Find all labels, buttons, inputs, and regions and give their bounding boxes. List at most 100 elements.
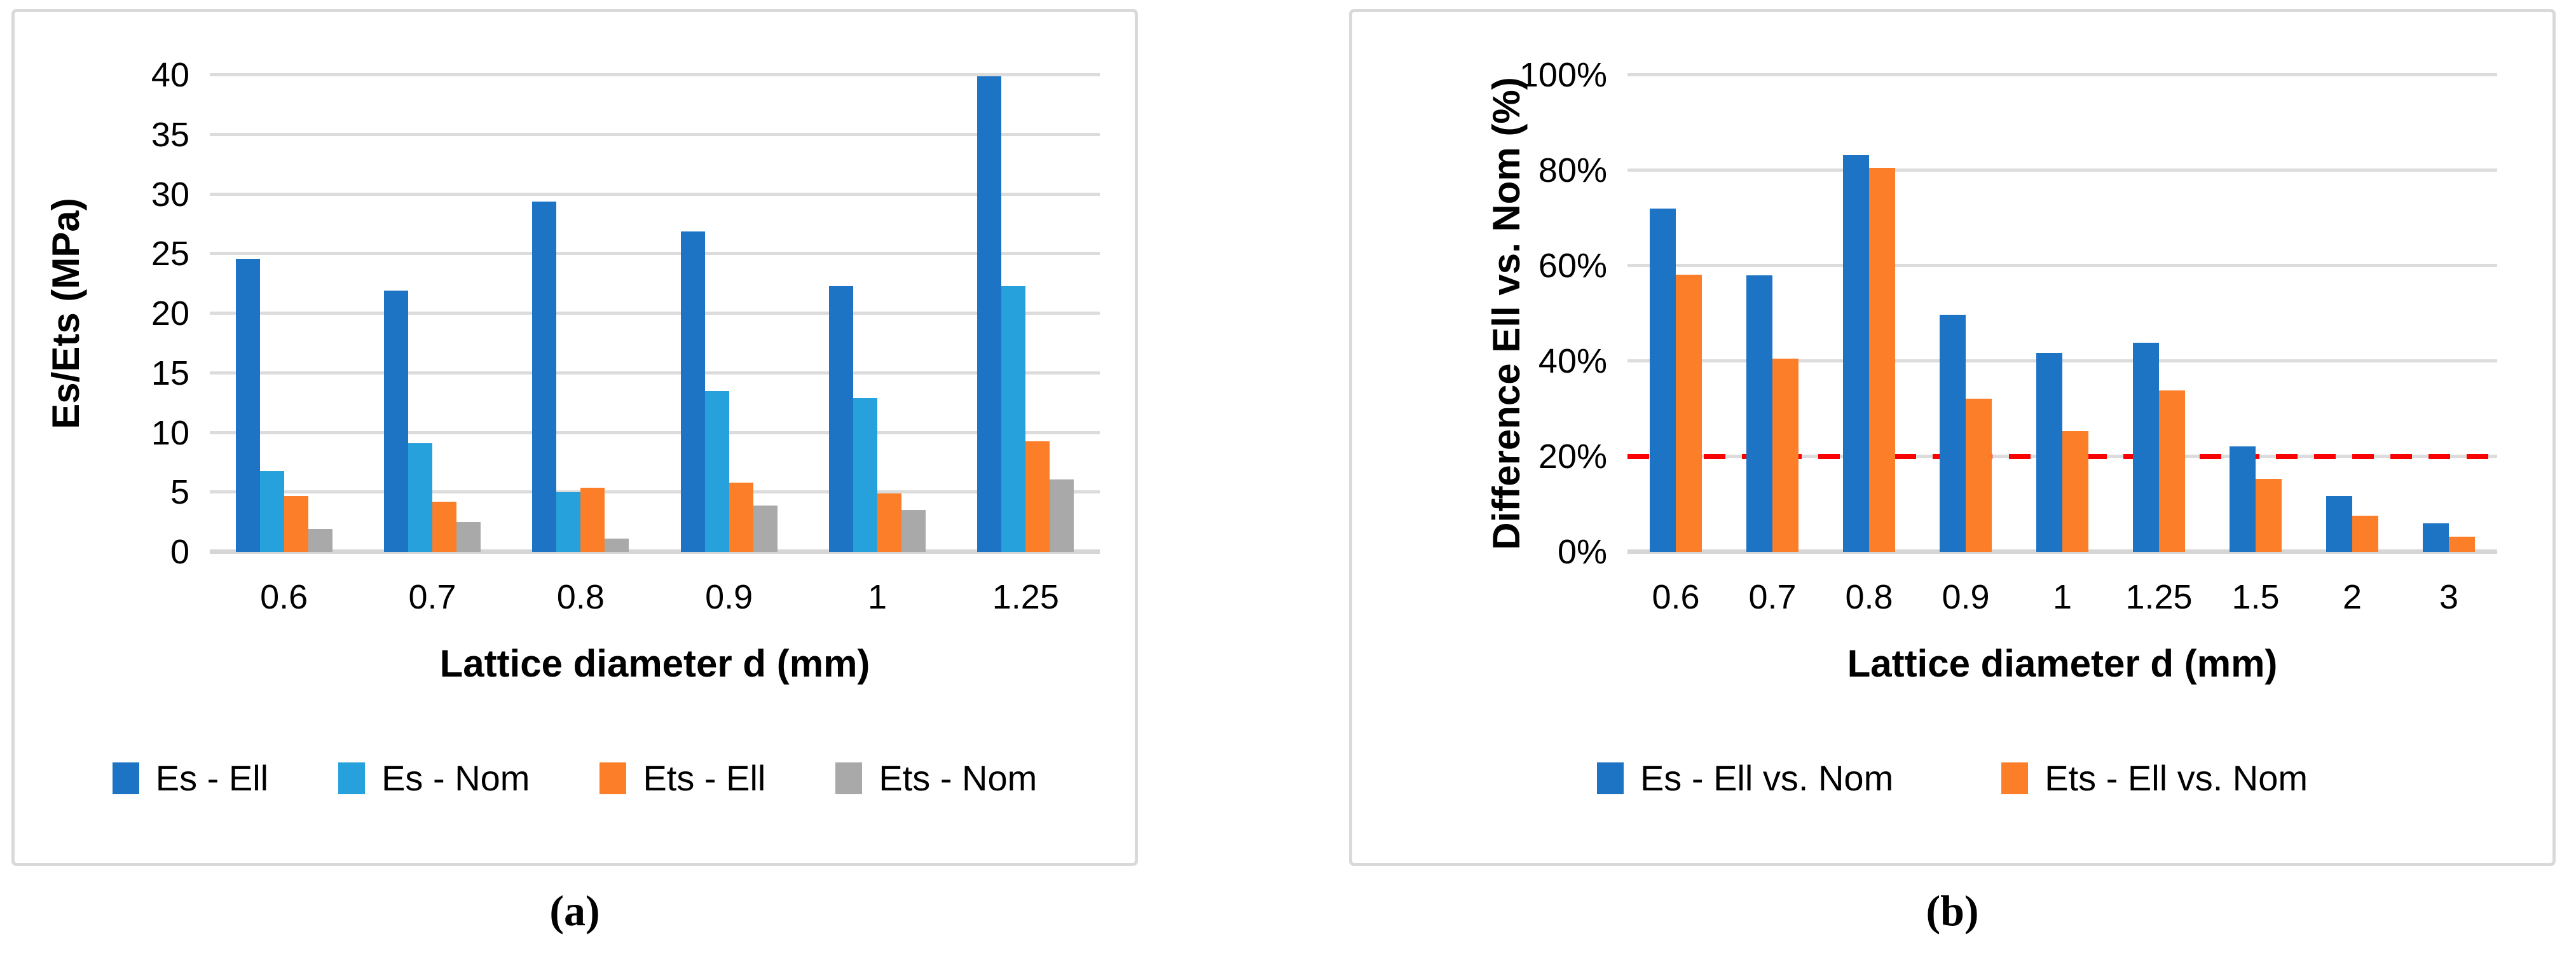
y-tick-label: 20 [151, 294, 189, 333]
bar-group-1.25 [2111, 75, 2207, 552]
bar [532, 201, 557, 552]
bar [877, 493, 901, 552]
bar [432, 502, 456, 552]
x-axis-title-a: Lattice diameter d (mm) [439, 642, 870, 685]
bar [235, 258, 260, 552]
plot-area-a: 40 35 30 25 20 15 10 5 0 0.6 0.7 0.8 0.9 1 1.25 [151, 58, 1100, 614]
bar [2036, 352, 2062, 552]
gridline [210, 132, 1100, 136]
bar [680, 231, 705, 552]
bar [853, 398, 877, 552]
legend-swatch-icon [599, 762, 627, 794]
legend-swatch-icon [2001, 762, 2029, 794]
bar [2326, 495, 2352, 552]
legend-swatch-icon [112, 762, 139, 794]
bar-group-0.8 [507, 75, 655, 552]
chart-panel-b: Difference Ell vs. Nom (%) 100% 80% 60% 40%… [1349, 9, 2556, 866]
y-tick-label: 25 [151, 235, 189, 273]
y-tick-label: 5 [170, 473, 189, 512]
y-tick-label: 80% [1538, 151, 1607, 189]
bar [1772, 359, 1798, 552]
x-tick-label: 0.9 [1942, 578, 1990, 616]
legend-swatch-icon [338, 762, 366, 794]
x-tick-label: 1.5 [2231, 578, 2280, 616]
y-tick-label: 0% [1557, 533, 1607, 571]
y-axis-title-a: Es/Ets (MPa) [45, 198, 87, 429]
x-tick-label: 0.9 [705, 578, 753, 616]
x-tick-label: 0.6 [260, 578, 308, 616]
x-axis-line [210, 549, 1100, 554]
bar [1650, 209, 1676, 552]
legend-b: Es - Ell vs. Nom Ets - Ell vs. Nom [1352, 756, 2552, 801]
bar [383, 291, 408, 552]
bar-group-1.5 [2207, 75, 2304, 552]
bar-group-0.7 [358, 75, 506, 552]
caption-a: (a) [549, 886, 600, 935]
legend-a: Es - Ell Es - Nom Ets - Ell Ets - Nom [15, 756, 1135, 801]
gridline [210, 73, 1100, 76]
legend-label: Es - Ell vs. Nom [1640, 758, 1894, 798]
bar [1025, 441, 1050, 552]
x-tick-label: 0.7 [1748, 578, 1797, 616]
chart-panel-a: Es/Ets (MPa) 40 35 30 25 20 15 10 5 0 0.6 0.7 0.8 0.… [11, 9, 1138, 866]
gridline [210, 490, 1100, 494]
bar [556, 492, 581, 552]
x-tick-label: 1 [2052, 578, 2072, 616]
x-tick-label: 1 [867, 578, 887, 616]
y-tick-label: 35 [151, 115, 189, 154]
bar [977, 76, 1002, 552]
bar-group-1 [2014, 75, 2111, 552]
bar [2256, 478, 2282, 552]
x-tick-label: 1.25 [992, 578, 1059, 616]
bar [828, 286, 853, 552]
bar [456, 522, 481, 552]
x-tick-label: 0.6 [1652, 578, 1700, 616]
bar [2159, 390, 2185, 552]
y-axis-title-b: Difference Ell vs. Nom (%) [1485, 77, 1528, 550]
legend-swatch-icon [1596, 762, 1624, 794]
bar-group-1.25 [952, 75, 1100, 552]
legend-label: Ets - Ell vs. Nom [2045, 758, 2308, 798]
bar-group-1 [803, 75, 951, 552]
gridline [210, 252, 1100, 256]
bar [284, 495, 308, 552]
x-tick-label: 0.8 [1845, 578, 1893, 616]
y-tick-label: 100% [1519, 56, 1607, 94]
bar-group-0.7 [1724, 75, 1821, 552]
y-tick-label: 0 [170, 533, 189, 571]
y-tick-label: 40 [151, 56, 189, 94]
bar [1746, 275, 1772, 552]
x-tick-label: 2 [2342, 578, 2362, 616]
gridline [1627, 73, 2497, 76]
x-tick-label: 1.25 [2125, 578, 2193, 616]
y-tick-label: 10 [151, 413, 189, 452]
bar-group-0.8 [1821, 75, 1917, 552]
bar-group-0.9 [655, 75, 803, 552]
x-tick-label: 3 [2439, 578, 2459, 616]
bar [308, 529, 332, 552]
legend-swatch-icon [835, 762, 863, 794]
bar-group-0.6 [1627, 75, 1724, 552]
gridline [210, 371, 1100, 375]
legend-item: Ets - Nom [835, 761, 1037, 796]
bar [2062, 430, 2088, 552]
y-tick-label: 60% [1538, 247, 1607, 285]
legend-item: Es - Ell vs. Nom [1596, 758, 1894, 798]
legend-item: Ets - Ell [599, 761, 765, 796]
bar-group-0.6 [210, 75, 358, 552]
y-tick-label: 20% [1538, 437, 1607, 476]
x-tick-label: 0.7 [408, 578, 456, 616]
bar [729, 483, 753, 552]
bar [605, 539, 629, 552]
caption-b: (b) [1926, 886, 1979, 935]
legend-item: Ets - Ell vs. Nom [2001, 761, 2308, 796]
gridline [1627, 264, 2497, 267]
bar [753, 505, 778, 552]
gridline [1627, 359, 2497, 362]
gridline [210, 312, 1100, 315]
bar [1869, 168, 1895, 552]
y-tick-label: 15 [151, 354, 189, 392]
legend-label: Es - Ell [155, 758, 269, 798]
bar [1001, 286, 1026, 552]
legend-label: Ets - Nom [879, 758, 1038, 798]
